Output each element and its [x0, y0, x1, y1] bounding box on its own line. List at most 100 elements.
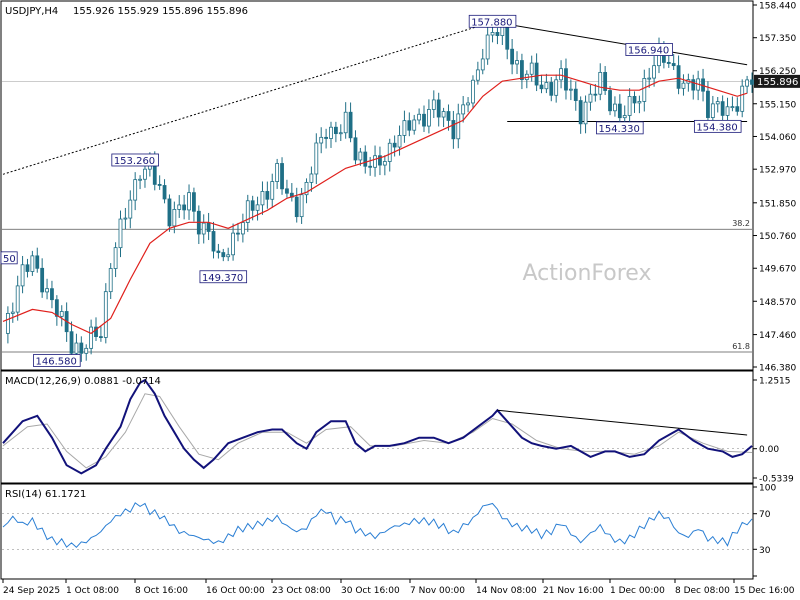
- candle-body: [397, 135, 402, 148]
- fib-level-label: 61.8: [732, 342, 750, 351]
- candle-body: [520, 60, 524, 81]
- candle-body: [84, 347, 89, 354]
- candle-body: [427, 109, 431, 127]
- rsi-y-tick-label: 30: [759, 546, 771, 556]
- candle-body: [5, 313, 10, 334]
- candle-body: [333, 126, 338, 135]
- price-label-box: [693, 119, 742, 133]
- candle-body: [666, 61, 671, 64]
- candlestick-series: [5, 14, 754, 364]
- candle-body: [593, 93, 598, 96]
- candle-body: [138, 178, 142, 181]
- candle-body: [30, 255, 35, 272]
- candle-body: [319, 136, 324, 144]
- candle-body: [490, 32, 495, 36]
- candle-body: [201, 222, 206, 235]
- candle-body: [642, 78, 647, 102]
- price-label-box: [199, 270, 248, 284]
- macd-main-line: [2, 378, 753, 475]
- candle-body: [617, 103, 622, 119]
- candle-body: [226, 254, 231, 258]
- candle-body: [133, 179, 138, 201]
- rsi-line: [2, 502, 753, 549]
- candle-body: [89, 326, 94, 349]
- price-label-box: [0, 251, 18, 265]
- candle-body: [706, 90, 710, 118]
- candle-body: [652, 65, 656, 79]
- price-label: 157.880: [471, 17, 512, 28]
- candle-body: [417, 113, 422, 121]
- candle-body: [304, 181, 309, 196]
- candle-body: [534, 62, 539, 86]
- candle-body: [485, 34, 490, 60]
- rsi-title: RSI(14) 61.1721: [5, 489, 86, 500]
- candle-body: [294, 196, 299, 218]
- panel-frames: [0, 0, 754, 580]
- candle-body: [622, 115, 627, 119]
- candle-body: [436, 99, 441, 118]
- candle-body: [412, 119, 417, 131]
- candle-body: [466, 102, 470, 106]
- candle-body: [725, 106, 730, 116]
- price-y-tick-label: 152.970: [759, 166, 796, 176]
- price-y-tick-label: 156.250: [759, 67, 796, 77]
- candle-body: [40, 267, 45, 293]
- price-label-box: [625, 43, 673, 56]
- candle-body: [382, 161, 387, 166]
- candle-body: [255, 204, 260, 211]
- watermark: ActionForex: [523, 261, 652, 286]
- candle-body: [451, 120, 456, 140]
- x-tick-label: 23 Oct 08:00: [272, 586, 331, 596]
- candle-body: [162, 185, 167, 200]
- candle-body: [123, 217, 128, 220]
- candle-body: [613, 103, 617, 112]
- candle-body: [270, 181, 275, 200]
- rsi-y-tick-label: 100: [759, 484, 776, 494]
- candle-body: [285, 188, 289, 194]
- candle-body: [730, 106, 735, 109]
- candle-body: [637, 101, 642, 104]
- x-tick-label: 8 Dec 08:00: [675, 586, 730, 596]
- candle-body: [392, 142, 397, 148]
- price-panel-frame: [0, 0, 754, 371]
- candle-body: [343, 111, 348, 134]
- macd-y-tick-label: 0.00: [759, 445, 779, 455]
- candle-body: [157, 184, 162, 186]
- candle-body: [172, 209, 177, 227]
- candle-body: [387, 142, 392, 162]
- candle-body: [69, 331, 74, 354]
- price-y-tick-label: 157.350: [759, 34, 796, 44]
- candle-body: [515, 60, 519, 65]
- candle-body: [113, 247, 118, 269]
- trendline: [492, 21, 748, 66]
- candle-body: [240, 222, 245, 235]
- price-y-axis: 158.440 157.350 156.250 155.150 154.060 152.9…: [753, 2, 796, 374]
- candle-body: [280, 163, 284, 190]
- candle-body: [603, 71, 608, 91]
- candle-body: [216, 250, 221, 253]
- candle-body: [373, 155, 377, 168]
- candle-body: [745, 79, 750, 87]
- ma-line: [2, 74, 748, 335]
- macd-y-tick-label: 1.2515: [759, 377, 791, 387]
- candle-body: [177, 204, 182, 210]
- candle-body: [25, 264, 30, 272]
- candle-body: [750, 79, 754, 85]
- rsi-panel-frame: [0, 483, 754, 580]
- candle-body: [79, 342, 84, 354]
- candle-body: [529, 62, 534, 75]
- candle-body: [568, 88, 573, 91]
- price-label: 156.940: [628, 46, 669, 57]
- candle-body: [353, 137, 358, 161]
- candle-body: [20, 264, 25, 287]
- candle-body: [187, 192, 191, 211]
- candle-body: [50, 288, 54, 301]
- candle-body: [378, 155, 382, 166]
- candle-body: [143, 168, 147, 180]
- candle-body: [211, 231, 216, 252]
- candle-body: [260, 191, 265, 206]
- price-y-tick-label: 155.150: [759, 100, 796, 110]
- candle-body: [128, 199, 133, 219]
- candle-body: [265, 191, 270, 200]
